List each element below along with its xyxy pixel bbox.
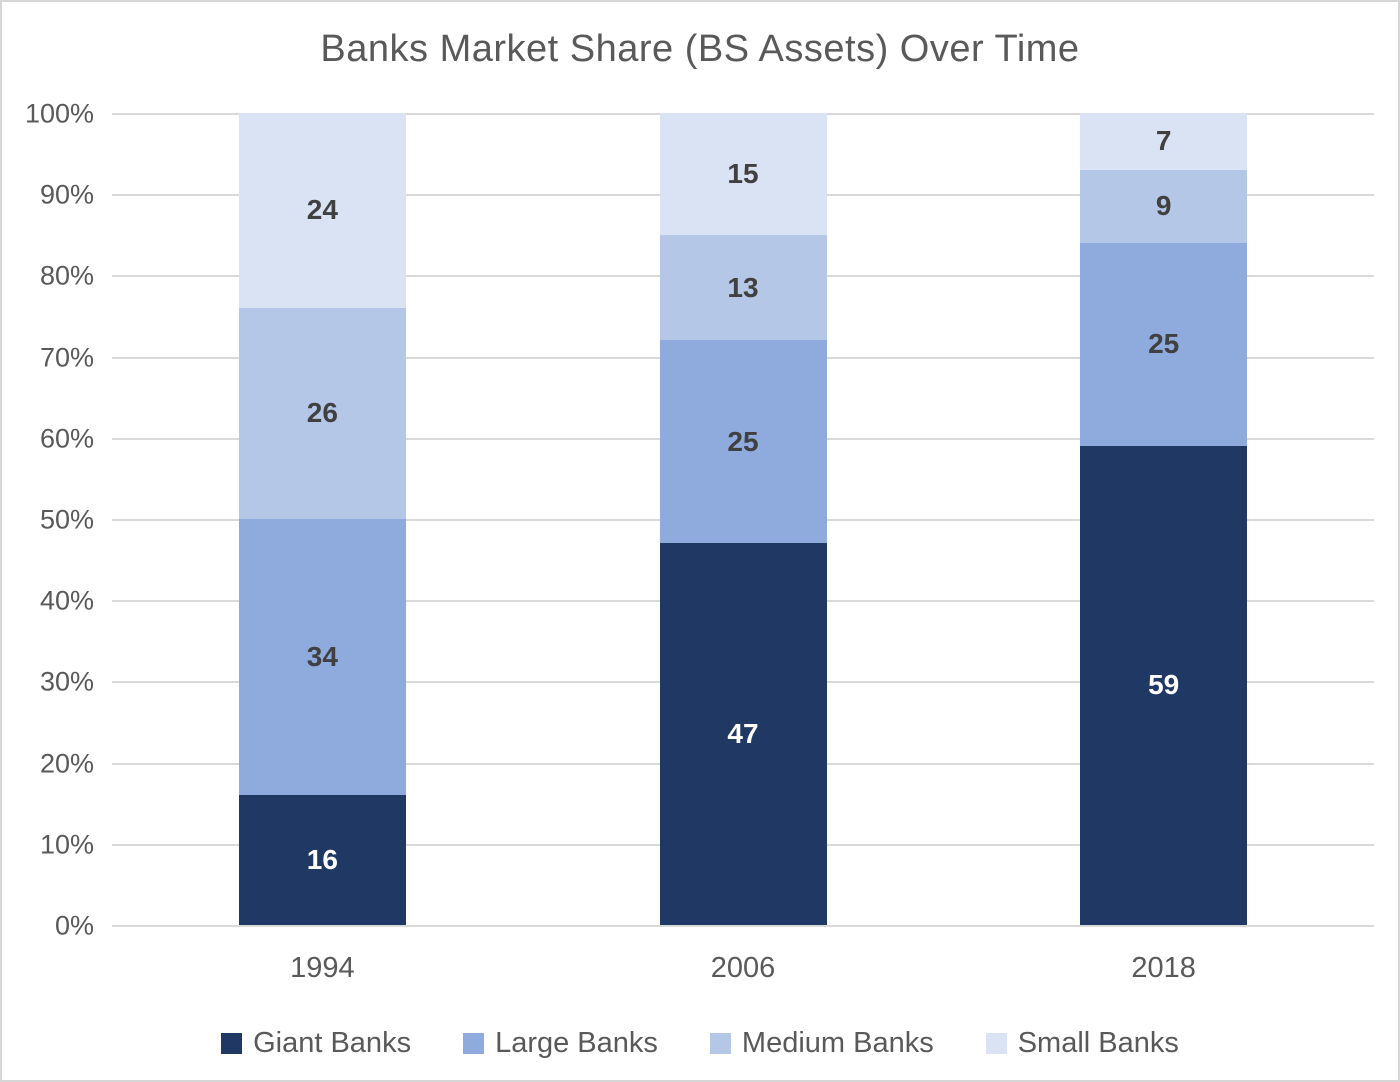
y-tick-label: 0%: [54, 910, 94, 941]
data-label: 16: [306, 844, 338, 876]
legend-swatch-icon: [221, 1032, 243, 1054]
segment-medium-banks: 9: [1080, 169, 1248, 243]
y-tick-label: 80%: [39, 260, 94, 291]
data-label: 24: [306, 194, 338, 226]
y-tick-label: 10%: [39, 829, 94, 860]
legend-item-large-banks: Large Banks: [463, 1027, 658, 1060]
x-axis-line: [112, 925, 1374, 927]
legend-label: Large Banks: [495, 1026, 658, 1059]
data-label: 7: [1155, 125, 1172, 157]
segment-large-banks: 25: [659, 340, 827, 544]
x-axis: 1994 2006 2018: [112, 946, 1374, 990]
segment-small-banks: 15: [659, 113, 827, 235]
segment-large-banks: 25: [1080, 242, 1248, 446]
legend-swatch-icon: [463, 1032, 485, 1054]
y-tick-label: 20%: [39, 748, 94, 779]
y-tick-label: 70%: [39, 342, 94, 373]
segment-small-banks: 24: [238, 113, 406, 308]
data-label: 59: [1148, 669, 1180, 701]
legend-label: Medium Banks: [741, 1026, 934, 1059]
data-label: 25: [1148, 328, 1180, 360]
legend-item-medium-banks: Medium Banks: [709, 1026, 934, 1060]
legend-swatch-icon: [985, 1032, 1007, 1054]
legend-item-giant-banks: Giant Banks: [221, 1027, 411, 1060]
legend-label: Giant Banks: [253, 1026, 412, 1059]
y-tick-label: 60%: [39, 423, 94, 454]
x-tick-label: 2006: [710, 952, 776, 984]
legend-swatch-icon: [709, 1032, 731, 1054]
x-tick-label: 1994: [290, 952, 355, 984]
data-label: 47: [727, 718, 759, 750]
data-label: 25: [727, 425, 759, 457]
x-tick-label: 2018: [1131, 952, 1196, 984]
bar-2018: 59 25 9 7: [1080, 113, 1248, 925]
segment-small-banks: 7: [1080, 113, 1248, 170]
data-label: 9: [1155, 190, 1172, 222]
y-tick-label: 40%: [39, 585, 94, 616]
legend-item-small-banks: Small Banks: [985, 1026, 1179, 1060]
bar-2006: 47 25 13 15: [659, 113, 827, 925]
plot-area: 16 34 26 24 47 25 13 15 59 25 9 7: [112, 113, 1374, 927]
segment-large-banks: 34: [238, 519, 406, 796]
segment-giant-banks: 16: [238, 795, 406, 925]
segment-giant-banks: 47: [659, 543, 827, 925]
y-tick-label: 100%: [24, 98, 94, 129]
legend: Giant Banks Large Banks Medium Banks Small …: [2, 1020, 1398, 1066]
data-label: 26: [306, 397, 338, 429]
y-tick-label: 30%: [39, 666, 94, 697]
data-label: 13: [727, 271, 759, 303]
bar-1994: 16 34 26 24: [238, 113, 406, 925]
y-tick-label: 90%: [39, 179, 94, 210]
legend-label: Small Banks: [1017, 1026, 1179, 1059]
y-axis: 0% 10% 20% 30% 40% 50% 60% 70% 80% 90% 100%: [2, 99, 94, 941]
data-label: 34: [306, 641, 338, 673]
chart-title: Banks Market Share (BS Assets) Over Time: [320, 28, 1080, 70]
segment-medium-banks: 26: [238, 307, 406, 520]
segment-medium-banks: 13: [659, 234, 827, 341]
y-tick-label: 50%: [39, 504, 94, 535]
data-label: 15: [727, 157, 759, 189]
segment-giant-banks: 59: [1080, 445, 1248, 925]
